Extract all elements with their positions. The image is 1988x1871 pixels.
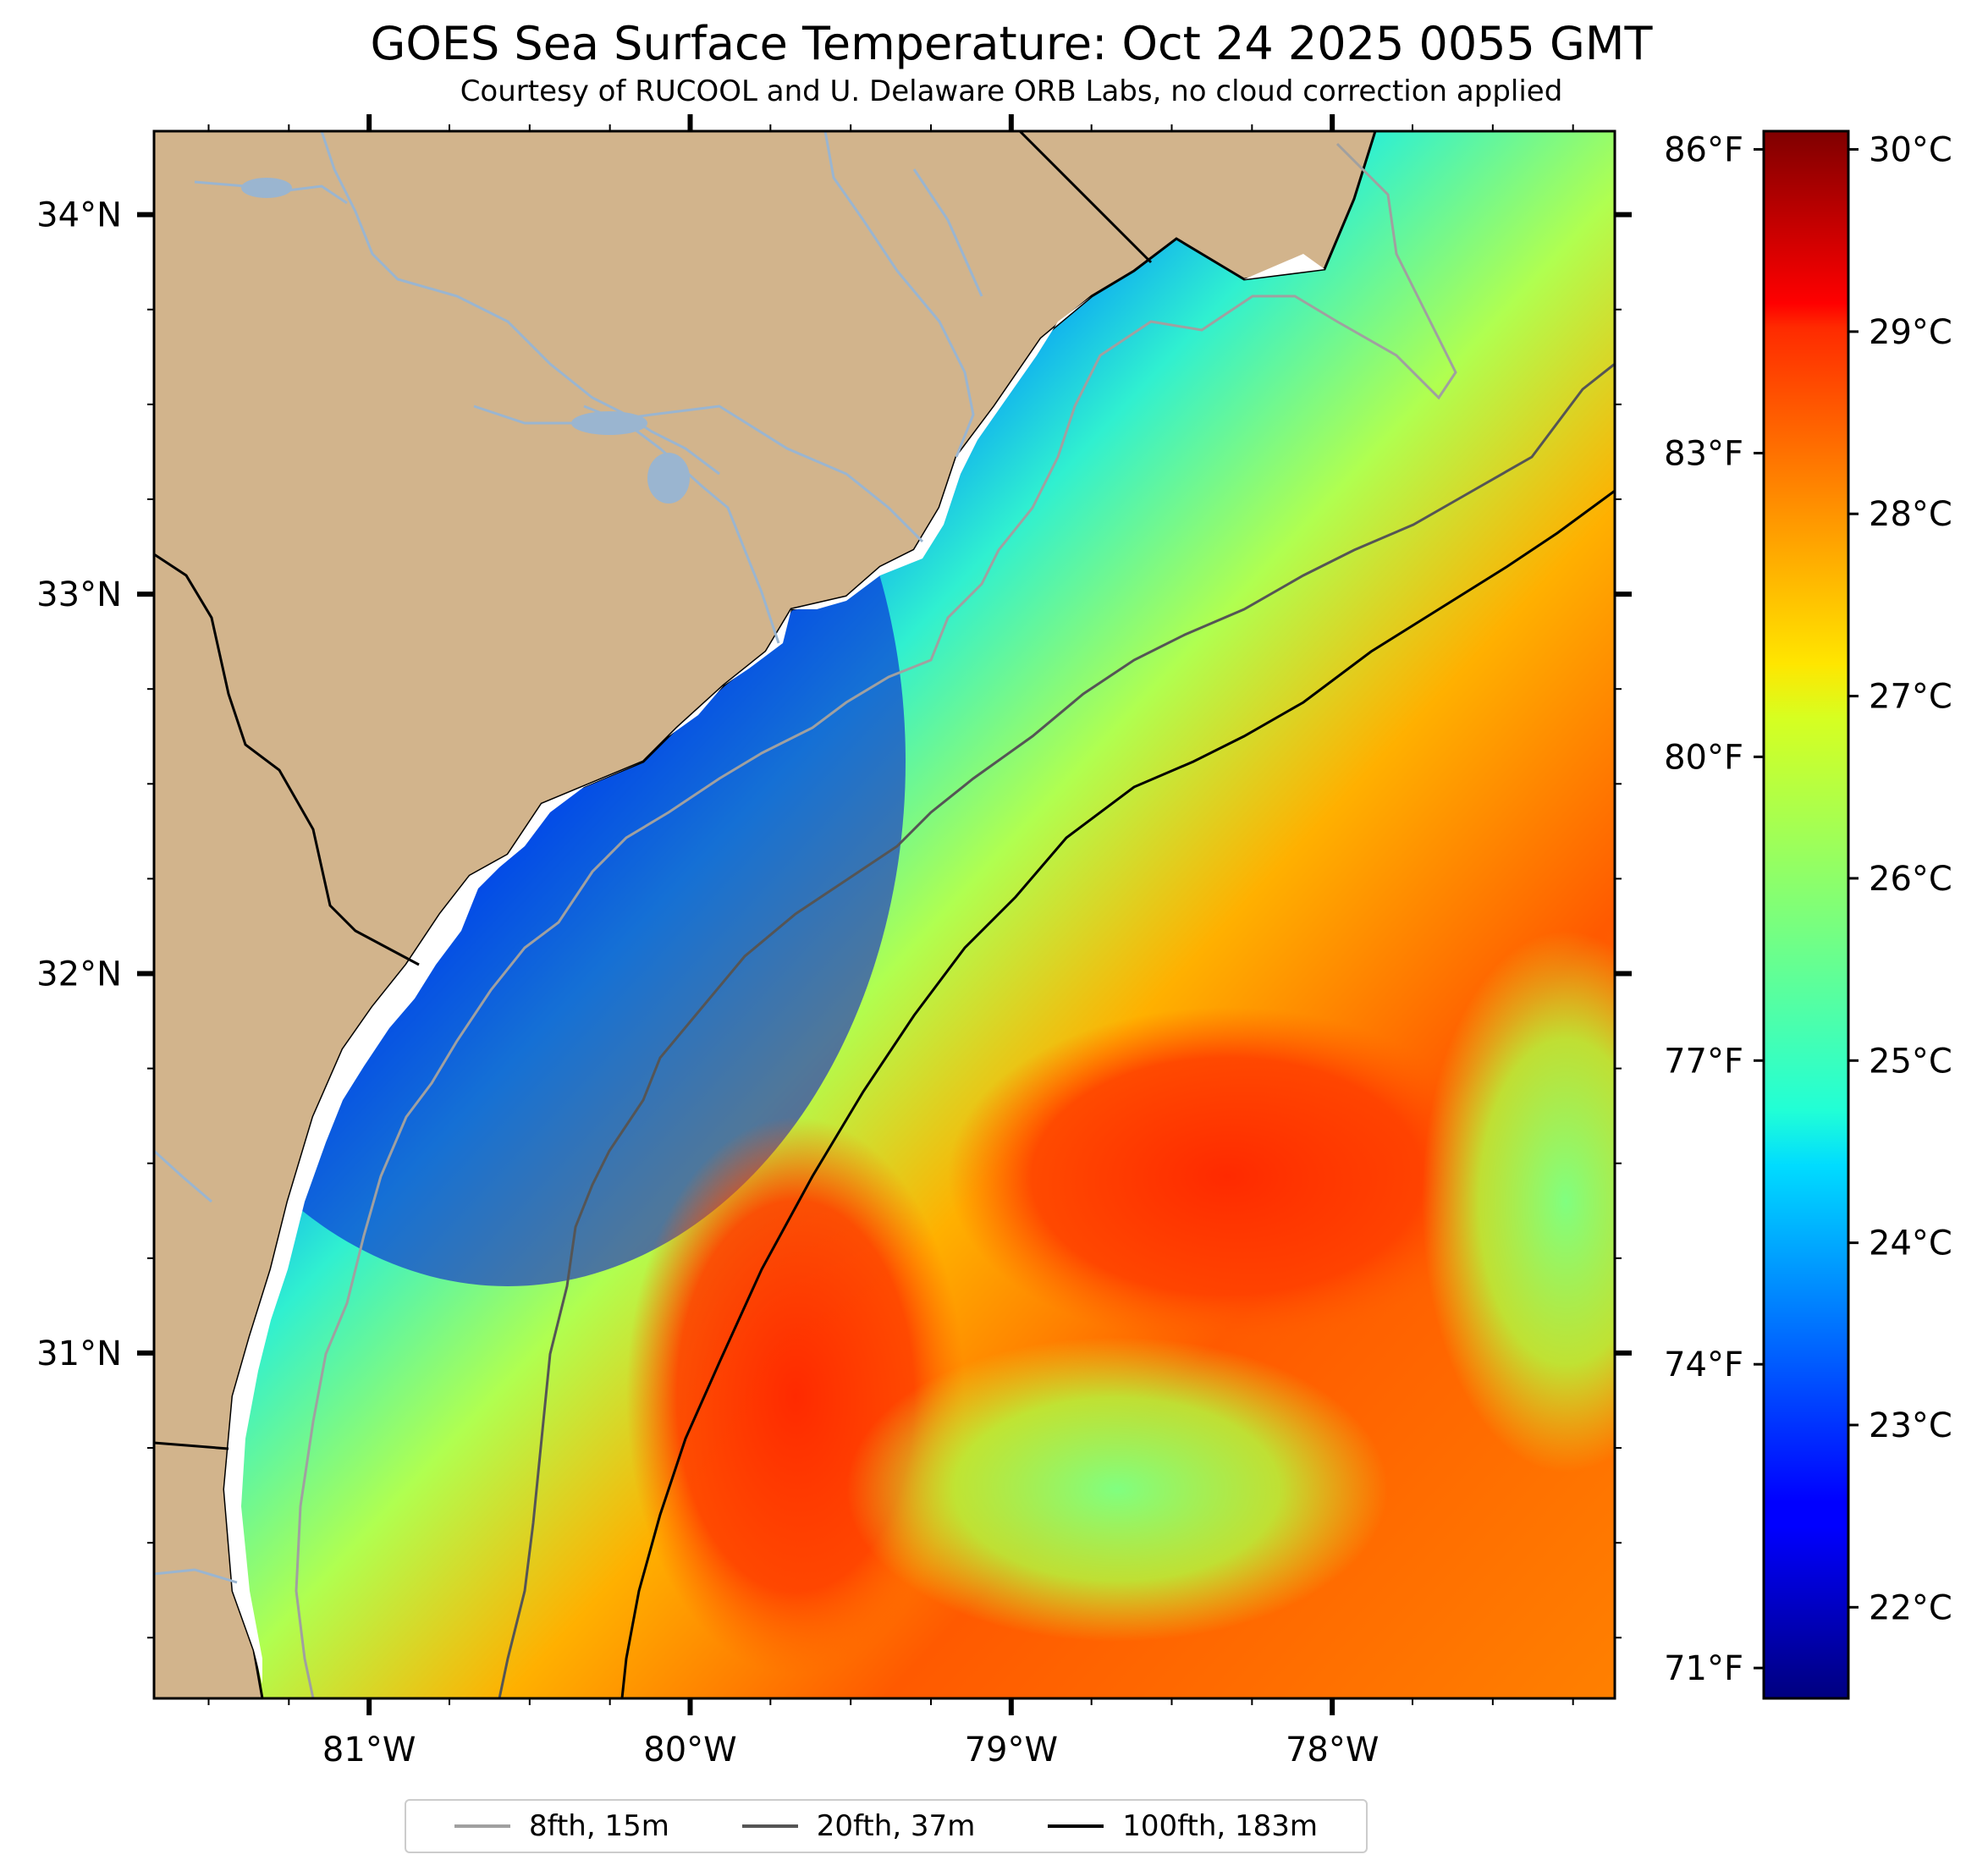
lat-tick-label: 33°N [36, 575, 122, 614]
lake-upstate [241, 178, 292, 198]
celsius-tick-label: 26°C [1869, 860, 1952, 899]
fahrenheit-tick-label: 74°F [1664, 1345, 1743, 1384]
isobath-legend: 8fth, 15m 20fth, 37m 100fth, 183m [405, 1799, 1368, 1853]
celsius-tick-label: 24°C [1869, 1224, 1952, 1263]
map-frame [152, 129, 1616, 1700]
warm-eddy [948, 1007, 1506, 1345]
fahrenheit-tick-label: 86°F [1664, 131, 1743, 170]
celsius-tick-label: 28°C [1869, 495, 1952, 534]
legend-label-20fth: 20fth, 37m [816, 1809, 976, 1843]
fahrenheit-tick-label: 80°F [1664, 738, 1743, 777]
fahrenheit-tick-label: 71°F [1664, 1649, 1743, 1688]
fahrenheit-tick-label: 83°F [1664, 434, 1743, 473]
isobath-20fth [498, 362, 1615, 1698]
celsius-tick-label: 25°C [1869, 1042, 1952, 1081]
map-area [154, 131, 1615, 1698]
chart-subtitle: Courtesy of RUCOOL and U. Delaware ORB L… [460, 74, 1563, 108]
chart-title: GOES Sea Surface Temperature: Oct 24 202… [370, 17, 1653, 70]
legend-label-8fth: 8fth, 15m [528, 1809, 669, 1843]
legend-swatch-100fth [1048, 1824, 1104, 1828]
colorbar [1762, 129, 1850, 1700]
axis-ticks: 81°W 80°W 79°W 78°W 34°N 33°N 32°N 31°N [36, 114, 1632, 1769]
celsius-tick-label: 29°C [1869, 313, 1952, 352]
no-data-coastal-strip [224, 199, 1354, 1684]
lon-tick-label: 78°W [1286, 1731, 1379, 1769]
celsius-tick-label: 23°C [1869, 1406, 1952, 1445]
lake-moultrie [571, 411, 647, 435]
legend-label-100fth: 100fth, 183m [1122, 1809, 1319, 1843]
lon-tick-label: 80°W [643, 1731, 736, 1769]
legend-swatch-20fth [741, 1824, 798, 1828]
lat-tick-label: 32°N [36, 955, 122, 994]
fahrenheit-tick-label: 77°F [1664, 1042, 1743, 1081]
cool-patch [846, 1337, 1388, 1642]
cool-patch-east [1422, 931, 1615, 1472]
celsius-tick-label: 22°C [1869, 1588, 1952, 1627]
lake-marion [647, 453, 690, 504]
legend-item-20fth: 20fth, 37m [741, 1809, 976, 1843]
isobath-8fth [295, 142, 1457, 1698]
lon-tick-label: 81°W [322, 1731, 416, 1769]
legend-item-100fth: 100fth, 183m [1048, 1809, 1318, 1843]
celsius-tick-label: 30°C [1869, 131, 1952, 170]
lat-tick-label: 31°N [36, 1334, 122, 1373]
legend-swatch-8fth [454, 1824, 510, 1828]
state-borders [154, 131, 1153, 1450]
legend-item-8fth: 8fth, 15m [454, 1809, 669, 1843]
lat-tick-label: 34°N [36, 196, 122, 235]
isobath-100fth [620, 489, 1615, 1698]
colorbar-ticks: 22°C 23°C 24°C 25°C 26°C 27°C 28°C 29°C 30°C 71°F… [1664, 131, 1952, 1689]
celsius-tick-label: 27°C [1869, 678, 1952, 717]
lon-tick-label: 79°W [965, 1731, 1058, 1769]
